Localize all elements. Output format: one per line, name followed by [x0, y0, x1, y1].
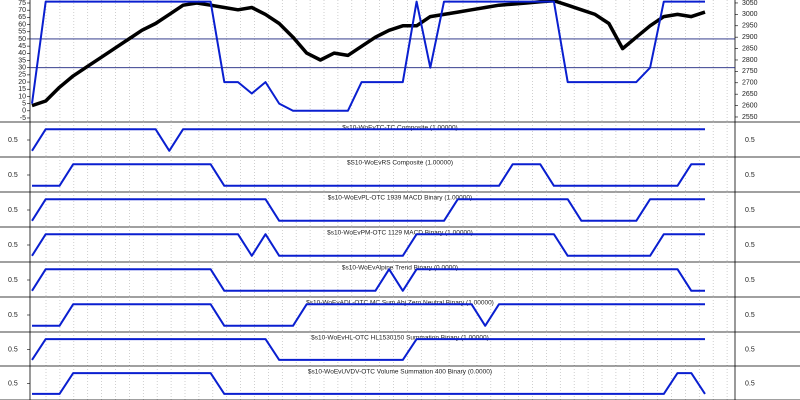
y-tick-label: 15	[18, 86, 26, 93]
y2-tick-label: 0.5	[745, 312, 755, 319]
y2-tick-label: 0.5	[745, 346, 755, 353]
y2-tick-label: 2800	[742, 57, 758, 64]
y-tick-label: 0.5	[8, 277, 18, 284]
y2-tick-label: 0.5	[745, 207, 755, 214]
signal-line	[32, 372, 706, 395]
signal-line	[31, 338, 705, 361]
signal-line	[31, 268, 705, 292]
y-tick-label: 45	[18, 43, 26, 50]
y2-tick-label: 0.5	[745, 242, 755, 249]
y2-tick-label: 0.5	[745, 277, 755, 284]
y2-tick-label: 2650	[742, 91, 758, 98]
y2-tick-label: 2750	[742, 68, 758, 75]
y-tick-label: 35	[18, 57, 26, 64]
y-tick-label: 0.5	[8, 346, 18, 353]
y-tick-label: 5	[22, 100, 26, 107]
y-tick-label: 20	[18, 79, 26, 86]
y-tick-label: 0.5	[8, 207, 18, 214]
panel-title: $s10-WoEvUVDV-OTC Volume Summation 400 B…	[308, 369, 492, 376]
panel-title: $s10-WoEvPL-OTC 1939 MACD Binary (1.0000…	[328, 195, 472, 202]
y2-tick-label: 2950	[742, 23, 758, 30]
signal-line	[31, 128, 705, 152]
panel-title: $s10-WoEvHL-OTC HL1530150 Summation Bina…	[311, 335, 489, 342]
y2-tick-label: 2850	[742, 45, 758, 52]
y2-tick-label: 2900	[742, 34, 758, 41]
y-tick-label: 25	[18, 72, 26, 79]
signal-line	[32, 303, 705, 327]
y2-tick-label: 2600	[742, 102, 758, 109]
y2-tick-label: 0.5	[745, 380, 755, 387]
composite-line	[31, 0, 705, 112]
signal-line	[31, 198, 705, 222]
y-tick-label: 0.5	[8, 172, 18, 179]
y2-tick-label: 2700	[742, 80, 758, 87]
y2-tick-label: 3000	[742, 11, 758, 18]
y-tick-label: 0.5	[8, 137, 18, 144]
panel-title: $s10-WoEvAlpine Trend Binary (0.0000)	[342, 265, 458, 272]
y-tick-label: 60	[18, 21, 26, 28]
y-tick-label: 0.5	[8, 242, 18, 249]
y2-tick-label: 2550	[742, 114, 758, 121]
signal-line	[31, 233, 705, 257]
y-tick-label: 30	[18, 65, 26, 72]
y-tick-label: 50	[18, 36, 26, 43]
y-tick-label: 65	[18, 14, 26, 21]
y2-tick-label: 0.5	[745, 172, 755, 179]
y2-tick-label: 0.5	[745, 137, 755, 144]
y-tick-label: 70	[18, 7, 26, 14]
y-tick-label: 10	[18, 93, 26, 100]
y-tick-label: 0	[22, 108, 26, 115]
y-tick-label: -5	[20, 115, 26, 122]
y-tick-label: 0.5	[8, 380, 18, 387]
y-tick-label: 75	[18, 0, 26, 7]
y2-tick-label: 3050	[742, 0, 758, 7]
y-tick-label: 55	[18, 29, 26, 36]
price-line	[31, 0, 706, 108]
y-tick-label: 40	[18, 50, 26, 57]
panel-title: $s10-WoEvPM-OTC 1129 MACD Binary (1.0000…	[327, 230, 473, 237]
signal-line	[32, 163, 705, 187]
panel-title: $S10-WoEvRS Composite (1.00000)	[347, 160, 453, 167]
y-tick-label: 0.5	[8, 312, 18, 319]
